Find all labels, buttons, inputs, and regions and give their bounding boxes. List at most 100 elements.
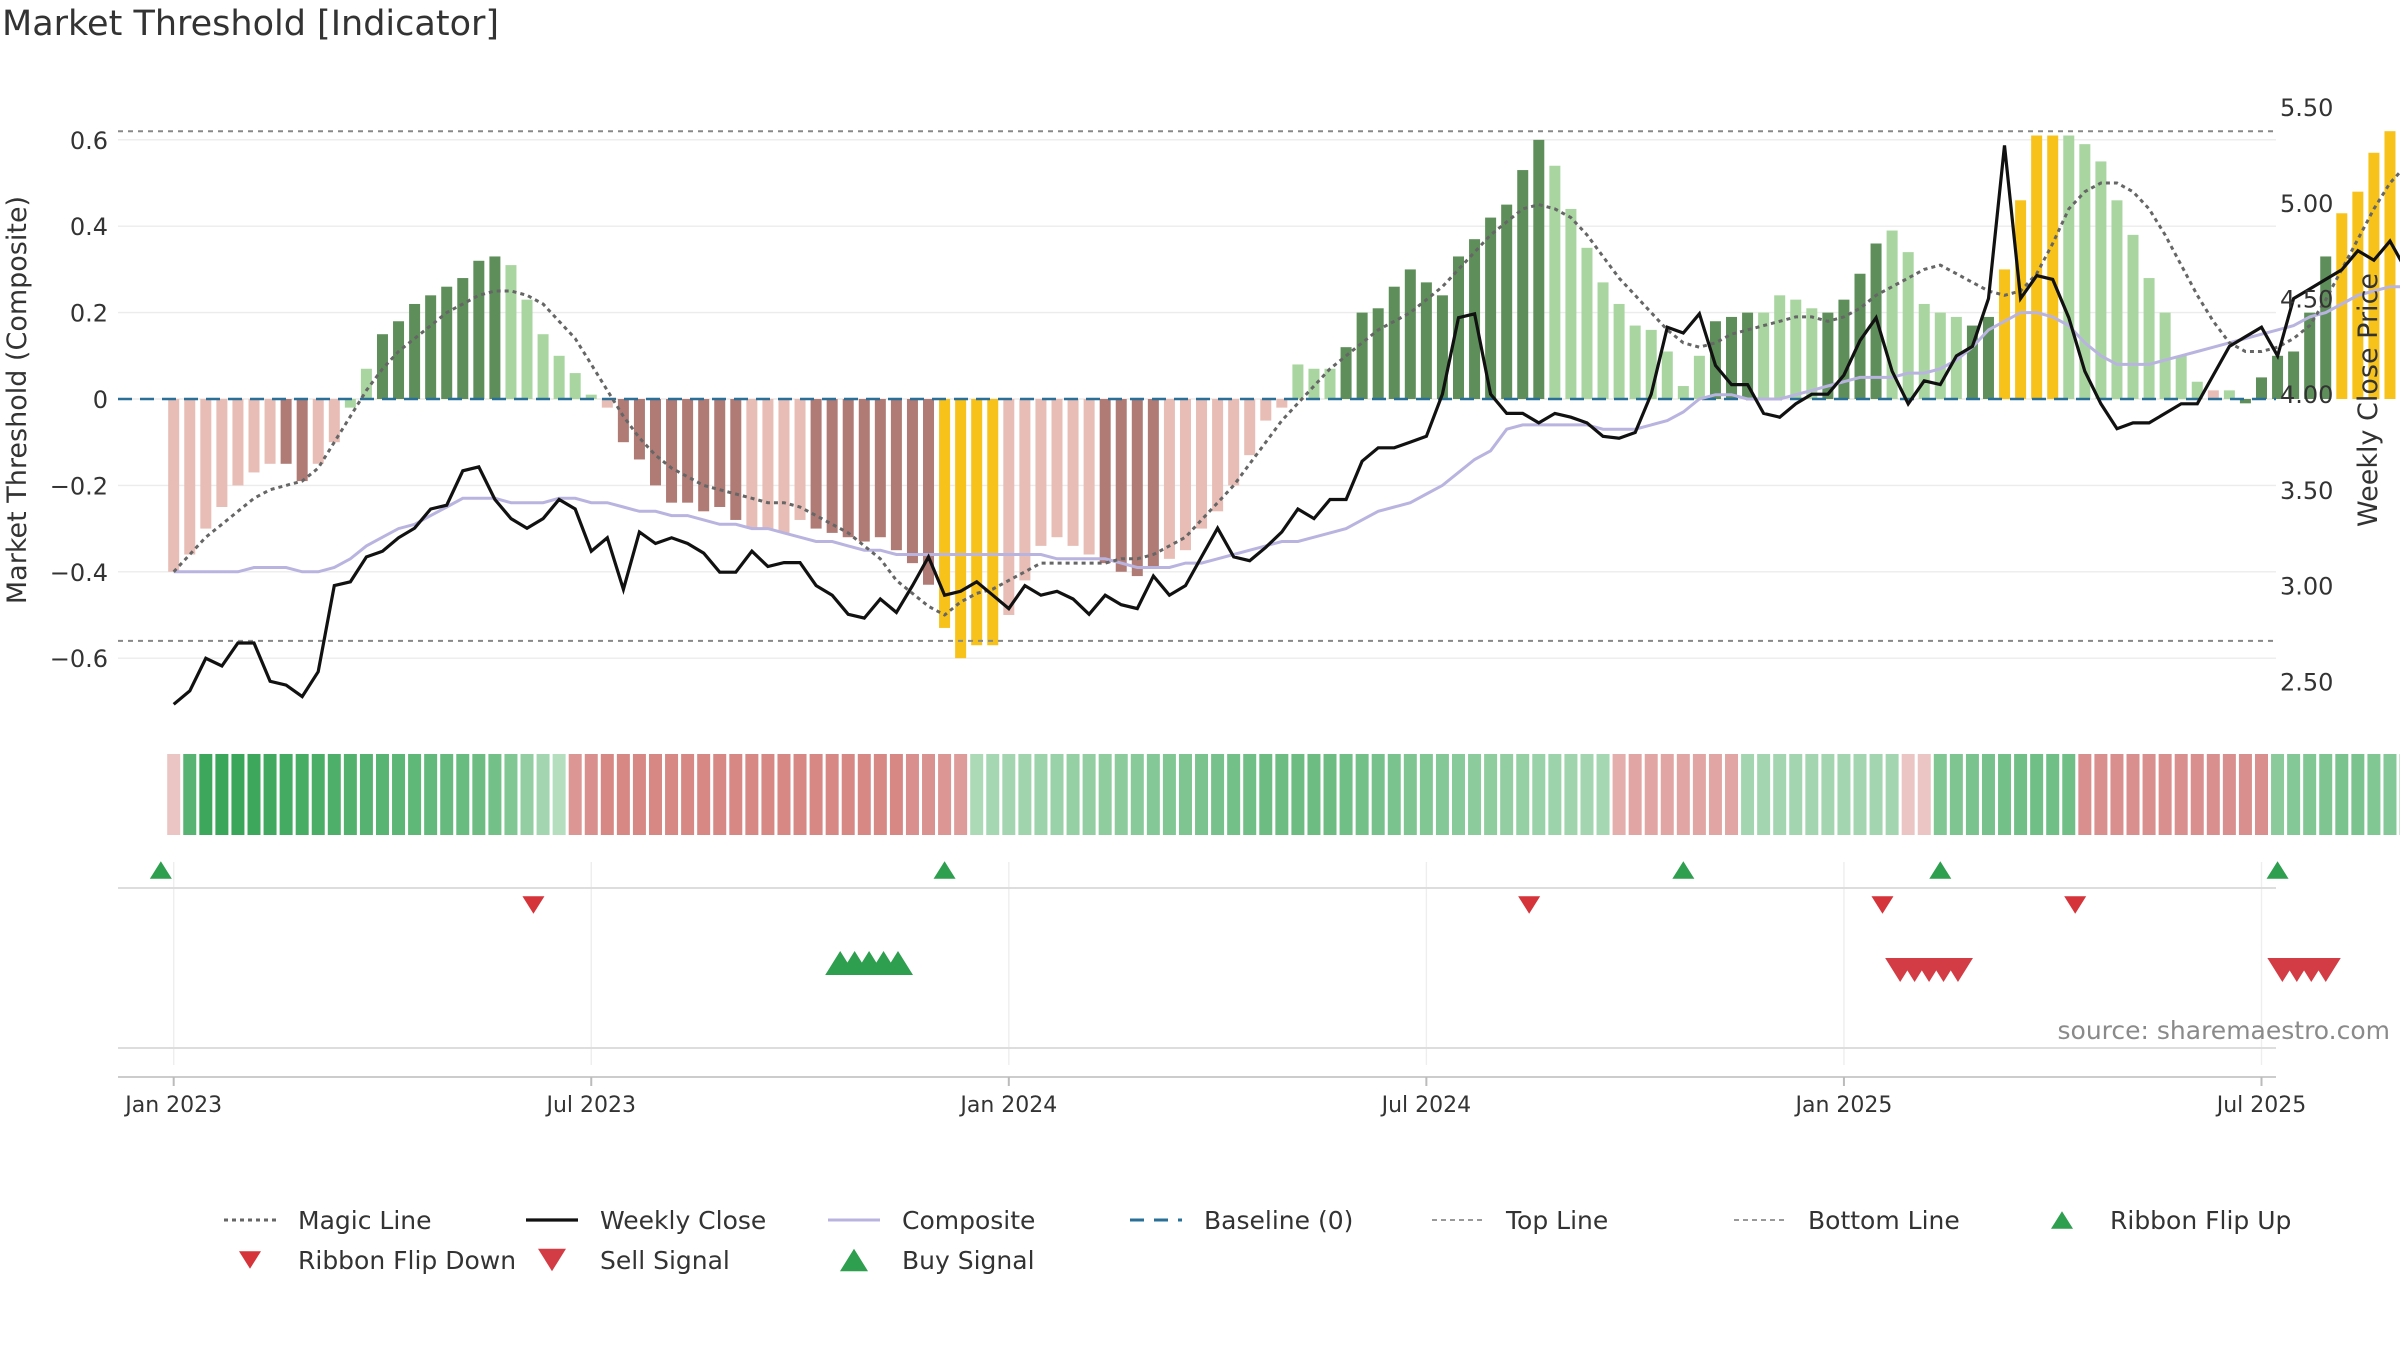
ribbon-cell (2271, 754, 2285, 835)
y-right-tick-label: 4.50 (2280, 286, 2333, 314)
composite-bar (1726, 316, 1738, 399)
ribbon-flip-up-marker (1929, 861, 1952, 879)
composite-bar (1822, 312, 1834, 399)
legend-row: Magic Line Weekly Close Composite Baseline … (220, 1200, 2400, 1240)
composite-bar (1501, 204, 1513, 399)
ribbon-cell (2383, 754, 2397, 835)
ribbon-cell (424, 754, 438, 835)
composite-bar (1661, 351, 1673, 399)
ribbon-cell (1805, 754, 1819, 835)
ribbon-cell (1195, 754, 1209, 835)
legend-item: Sell Signal (522, 1246, 824, 1275)
composite-bar (794, 399, 806, 520)
ribbon-cell (1885, 754, 1899, 835)
composite-bar (216, 399, 228, 507)
ribbon-cell (2094, 754, 2108, 835)
ribbon-cell (793, 754, 807, 835)
composite-bar (2063, 135, 2075, 399)
ribbon-cell (584, 754, 598, 835)
ribbon-cell (1227, 754, 1241, 835)
ribbon-cell (199, 754, 213, 835)
composite-bar (1340, 347, 1352, 399)
legend-label: Ribbon Flip Up (2110, 1205, 2292, 1235)
ribbon-cell (1965, 754, 1979, 835)
x-tick-label: Jul 2025 (2215, 1093, 2307, 1118)
ribbon-cell (713, 754, 727, 835)
composite-bar (457, 278, 469, 399)
composite-bars (168, 131, 2396, 659)
composite-bar (601, 399, 613, 408)
y-right-tick-label: 2.50 (2280, 668, 2333, 696)
composite-bar (2304, 312, 2316, 399)
x-tick-label: Jan 2025 (1793, 1093, 1892, 1118)
y-left-tick-label: 0.4 (70, 213, 108, 241)
composite-bar (1324, 368, 1336, 399)
ribbon-flip-down-marker (1518, 896, 1541, 914)
y-right-tick-label: 4.00 (2280, 381, 2333, 409)
ribbon-cell (1917, 754, 1931, 835)
ribbon-cell (2319, 754, 2333, 835)
ribbon-cell (1773, 754, 1787, 835)
ribbon-cell (1869, 754, 1883, 835)
composite-bar (1693, 355, 1705, 399)
ribbon-cell (632, 754, 646, 835)
composite-bar (1035, 399, 1047, 546)
composite-bar (1051, 399, 1063, 538)
composite-bar (1244, 399, 1256, 456)
composite-bar (2127, 234, 2139, 399)
ribbon-cell (1998, 754, 2012, 835)
composite-bar (939, 399, 951, 628)
ribbon-cell (1933, 754, 1947, 835)
composite-bar (1774, 295, 1786, 399)
ribbon-cell (520, 754, 534, 835)
ribbon-cell (1837, 754, 1851, 835)
composite-bar (2336, 213, 2348, 399)
composite-bar (1645, 329, 1657, 399)
y-left-tick-label: −0.6 (50, 645, 108, 673)
composite-bar (1677, 386, 1689, 399)
composite-bar (1228, 399, 1240, 486)
ribbon-cell (1339, 754, 1353, 835)
composite-bar (2320, 256, 2332, 399)
composite-bar (1918, 303, 1930, 399)
ribbon-cell (1612, 754, 1626, 835)
composite-bar (2095, 161, 2107, 399)
composite-bar (1758, 312, 1770, 399)
composite-bar (168, 399, 180, 572)
ribbon-cell (1949, 754, 1963, 835)
composite-bar (923, 399, 935, 585)
ribbon-cell (970, 754, 984, 835)
composite-bar (762, 399, 774, 529)
dotted-line-light-icon (1734, 1219, 1786, 1221)
ribbon-cell (1323, 754, 1337, 835)
composite-bar (1999, 269, 2011, 399)
ribbon-cell (986, 754, 1000, 835)
composite-bar (1436, 295, 1448, 399)
ribbon-cell (263, 754, 277, 835)
composite-bar (2143, 278, 2155, 399)
composite-bar (1549, 165, 1561, 399)
ribbon-cell (1387, 754, 1401, 835)
ribbon-cell (922, 754, 936, 835)
legend-item: Baseline (0) (1126, 1206, 1428, 1235)
composite-bar (1179, 399, 1191, 551)
ribbon-cell (215, 754, 229, 835)
composite-bar (2239, 399, 2251, 404)
ribbon-cell (1676, 754, 1690, 835)
ribbon-cell (1114, 754, 1128, 835)
ribbon-cell (1981, 754, 1995, 835)
ribbon-cell (745, 754, 759, 835)
composite-bar (874, 399, 886, 538)
ribbon-cell (2335, 754, 2349, 835)
composite-bar (1420, 282, 1432, 399)
legend-item: Ribbon Flip Down (220, 1246, 522, 1275)
ribbon-cell (2206, 754, 2220, 835)
composite-bar (649, 399, 661, 486)
y-left-axis-label: Market Threshold (Composite) (2, 196, 33, 604)
composite-bar (1485, 217, 1497, 399)
composite-bar (2272, 355, 2284, 399)
composite-bar (1886, 230, 1898, 399)
ribbon-cell (456, 754, 470, 835)
composite-bar (537, 334, 549, 399)
ribbon-flip-up-marker (149, 861, 172, 879)
